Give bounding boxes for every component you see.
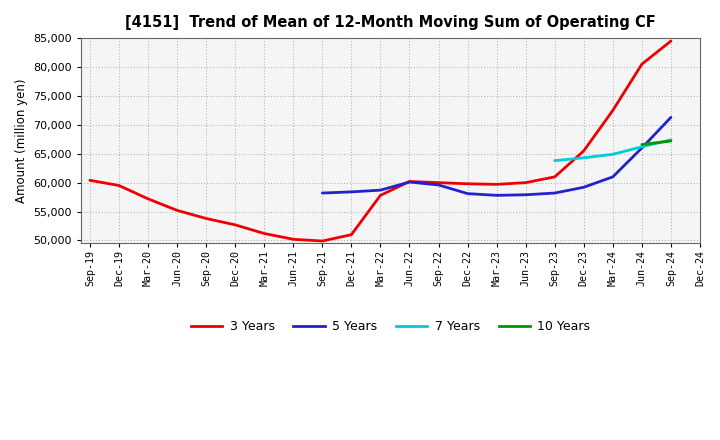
- Legend: 3 Years, 5 Years, 7 Years, 10 Years: 3 Years, 5 Years, 7 Years, 10 Years: [186, 315, 595, 338]
- Title: [4151]  Trend of Mean of 12-Month Moving Sum of Operating CF: [4151] Trend of Mean of 12-Month Moving …: [125, 15, 656, 30]
- Y-axis label: Amount (million yen): Amount (million yen): [15, 78, 28, 203]
